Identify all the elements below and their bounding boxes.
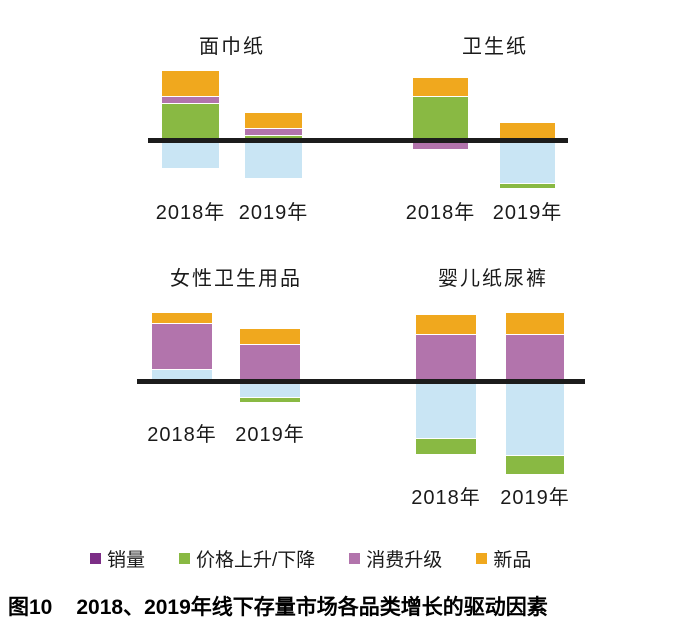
category-label: 2019年 xyxy=(492,202,563,224)
bar-stack-below xyxy=(245,143,302,178)
legend-item: 消费升级 xyxy=(349,545,442,572)
bottom-axis-line xyxy=(137,379,585,384)
category-label: 2019年 xyxy=(235,424,305,446)
bar-segment xyxy=(152,313,212,323)
legend-swatch-icon xyxy=(179,553,191,564)
bar-stack-below xyxy=(162,143,219,168)
figure-caption: 图10 2018、2019年线下存量市场各品类增长的驱动因素 xyxy=(8,591,548,621)
legend-label: 销量 xyxy=(107,550,146,571)
legend-label: 新品 xyxy=(493,550,532,571)
bar-stack-above xyxy=(506,313,564,379)
bar-segment xyxy=(240,398,300,402)
bar-segment xyxy=(416,439,476,454)
bar-stack-below xyxy=(506,384,564,474)
bar-segment xyxy=(162,104,219,138)
bar-stack-below xyxy=(413,143,468,149)
chart-title: 婴儿纸尿裤 xyxy=(438,268,548,290)
bar-segment xyxy=(416,335,476,379)
bar-stack-above xyxy=(413,78,468,138)
figure-title: 2018、2019年线下存量市场各品类增长的驱动因素 xyxy=(76,596,548,619)
bar-segment xyxy=(506,384,564,455)
bar-segment xyxy=(152,324,212,369)
bar-segment xyxy=(162,71,219,96)
bar-segment xyxy=(240,384,300,397)
bar-stack-above xyxy=(416,315,476,379)
category-label: 2018年 xyxy=(411,487,481,509)
legend-label: 消费升级 xyxy=(366,550,443,571)
bar-stack-below xyxy=(240,384,300,402)
bar-segment xyxy=(240,345,300,379)
legend-swatch-icon xyxy=(90,553,101,564)
bar-stack-above xyxy=(240,329,300,379)
bar-segment xyxy=(152,370,212,379)
chart-title: 卫生纸 xyxy=(462,36,528,58)
bar-segment xyxy=(500,184,555,188)
bar-segment xyxy=(413,97,468,138)
bar-segment xyxy=(413,143,468,149)
chart-title: 女性卫生用品 xyxy=(170,268,302,290)
bar-stack-above xyxy=(245,113,302,138)
chart-title: 面巾纸 xyxy=(199,36,265,58)
category-label: 2018年 xyxy=(147,424,217,446)
bar-stack-below xyxy=(416,384,476,454)
bar-stack-above xyxy=(152,313,212,379)
bar-segment xyxy=(416,384,476,438)
bar-stack-below xyxy=(500,143,555,188)
category-label: 2019年 xyxy=(238,202,309,224)
legend-item: 新品 xyxy=(476,545,531,572)
legend-swatch-icon xyxy=(476,553,488,564)
bar-segment xyxy=(162,97,219,103)
top-axis-line xyxy=(148,138,568,143)
bar-segment xyxy=(245,129,302,135)
category-label: 2019年 xyxy=(500,487,570,509)
bar-segment xyxy=(506,313,564,334)
legend: 销量 价格上升/下降 消费升级 新品 xyxy=(90,545,531,572)
legend-item: 销量 xyxy=(90,545,145,572)
bar-segment xyxy=(500,123,555,138)
bar-segment xyxy=(245,136,302,138)
bar-stack-above xyxy=(162,71,219,138)
bar-segment xyxy=(162,143,219,168)
bar-segment xyxy=(245,143,302,178)
bar-stack-above xyxy=(500,123,555,138)
bar-segment xyxy=(506,335,564,379)
bar-segment xyxy=(506,456,564,474)
bar-segment xyxy=(416,315,476,334)
bar-segment xyxy=(500,143,555,183)
category-label: 2018年 xyxy=(155,202,226,224)
figure-number: 图10 xyxy=(8,596,53,619)
bar-segment xyxy=(413,78,468,96)
bar-segment xyxy=(245,113,302,128)
legend-label: 价格上升/下降 xyxy=(196,550,316,571)
legend-swatch-icon xyxy=(349,553,361,564)
legend-item: 价格上升/下降 xyxy=(179,545,315,572)
bar-segment xyxy=(240,329,300,344)
category-label: 2018年 xyxy=(405,202,476,224)
